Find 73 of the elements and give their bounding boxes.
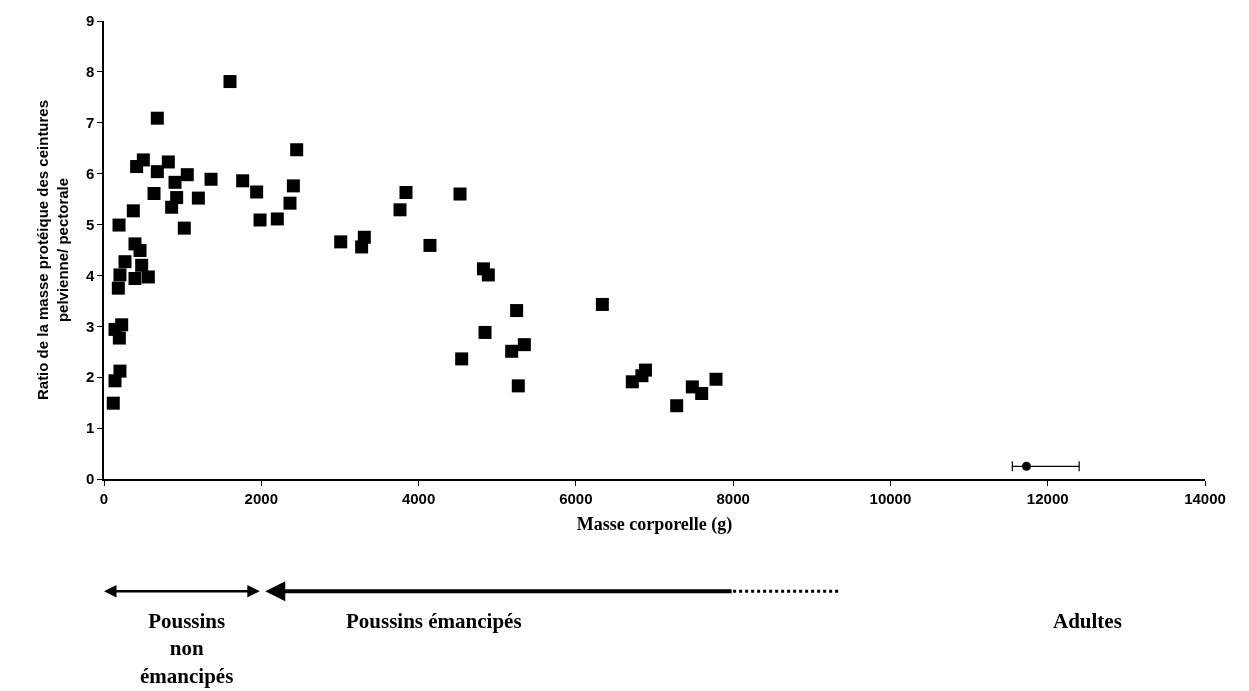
point — [283, 196, 297, 210]
point — [177, 221, 191, 235]
point — [111, 281, 125, 295]
point — [147, 187, 161, 201]
point — [393, 203, 407, 217]
point — [112, 331, 126, 345]
point — [150, 165, 164, 179]
y-tick-label: 1 — [85, 419, 95, 437]
y-tick-label: 3 — [85, 317, 95, 335]
point — [355, 240, 369, 254]
text: Poussins non émancipés — [140, 609, 234, 688]
point — [423, 238, 437, 252]
point — [168, 175, 182, 189]
point — [478, 325, 492, 339]
point — [113, 268, 127, 282]
point — [191, 191, 205, 205]
point — [128, 272, 142, 285]
point — [709, 372, 723, 386]
y-tick-label: 4 — [85, 266, 95, 284]
point — [511, 379, 525, 393]
point — [290, 143, 304, 157]
point — [150, 111, 164, 125]
point — [286, 179, 300, 193]
point — [517, 338, 531, 352]
point — [334, 235, 348, 249]
point — [695, 387, 709, 401]
y-tick-label: 8 — [85, 63, 95, 81]
y-axis-title: Ratio de la masse protéique des ceintures pelvienne/ pectorale — [34, 99, 71, 401]
point — [236, 174, 250, 188]
x-tick-label: 4000 — [401, 489, 436, 507]
point — [399, 186, 413, 199]
point — [204, 172, 218, 186]
point — [455, 352, 469, 366]
point — [165, 200, 179, 214]
x-tick-label: 14000 — [1184, 489, 1226, 507]
y-tick-label: 5 — [85, 215, 95, 233]
point — [250, 185, 264, 199]
point — [505, 344, 519, 358]
text: Poussins émancipés — [346, 609, 522, 633]
y-tick-label: 9 — [85, 12, 95, 30]
point — [112, 218, 126, 232]
x-tick-label: 6000 — [559, 489, 593, 507]
x-tick-label: 10000 — [869, 489, 912, 507]
y-tick-label: 0 — [85, 470, 95, 488]
point — [133, 244, 147, 258]
point — [180, 168, 194, 182]
point — [135, 258, 149, 272]
y-tick-label: 6 — [85, 164, 95, 182]
point — [670, 399, 684, 413]
point — [595, 297, 609, 311]
point — [106, 396, 120, 410]
point — [270, 212, 284, 226]
point — [1021, 461, 1031, 471]
point — [108, 374, 122, 388]
point — [253, 213, 267, 227]
point — [161, 155, 175, 169]
x-tick-label: 12000 — [1026, 489, 1069, 507]
x-axis-title: Masse corporelle (g) — [576, 514, 733, 536]
point — [635, 369, 649, 383]
point — [126, 204, 140, 218]
point — [136, 153, 150, 167]
y-tick-label: 2 — [85, 368, 95, 386]
point — [481, 268, 495, 282]
point — [141, 270, 155, 284]
x-tick-label: 8000 — [716, 489, 750, 507]
y-tick-label: 7 — [85, 114, 95, 132]
point — [223, 75, 237, 89]
x-tick-label: 0 — [99, 489, 109, 507]
text: Adultes — [1053, 609, 1122, 633]
point — [118, 255, 132, 269]
x-tick-label: 2000 — [244, 489, 278, 507]
point — [510, 304, 524, 318]
point — [453, 187, 467, 201]
